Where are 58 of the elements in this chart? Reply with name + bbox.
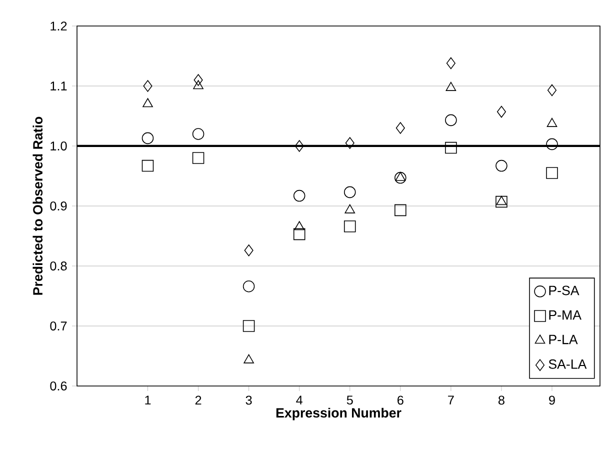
x-tick-label: 6 <box>398 396 404 405</box>
y-tick-label: 1.1 <box>50 82 67 90</box>
point <box>345 137 354 149</box>
y-axis-title: Predicted to Observed Ratio <box>32 116 43 295</box>
legend-label: P-MA <box>549 310 582 320</box>
point <box>496 196 508 208</box>
point <box>244 354 254 364</box>
y-tick-label: 1.0 <box>50 142 67 150</box>
y-tick-label: 0.6 <box>50 382 67 390</box>
point <box>344 186 356 198</box>
point <box>445 114 457 126</box>
x-tick-label: 4 <box>296 396 302 404</box>
point <box>344 220 356 232</box>
x-tick-label: 2 <box>195 396 202 405</box>
point <box>293 228 306 240</box>
point <box>396 122 405 134</box>
point <box>394 172 406 184</box>
legend-label: SA-LA <box>548 359 587 369</box>
point <box>142 98 153 108</box>
y-tick-label: 0.8 <box>50 262 67 270</box>
x-tick-label: 8 <box>498 396 504 405</box>
point <box>193 80 204 90</box>
point <box>294 140 304 152</box>
legend-label: P-SA <box>549 286 580 296</box>
y-tick-label: 1.2 <box>50 22 67 30</box>
x-tick-label: 7 <box>448 396 454 404</box>
point <box>244 244 254 256</box>
point <box>242 320 255 332</box>
x-axis-title: Expression Number <box>276 408 402 420</box>
y-tick-label: 0.9 <box>50 202 67 210</box>
point <box>143 80 152 92</box>
x-tick-label: 1 <box>145 396 151 404</box>
point <box>294 221 304 230</box>
point <box>496 160 508 172</box>
point <box>142 160 154 172</box>
y-tick-label: 0.7 <box>50 322 67 330</box>
point <box>496 106 506 118</box>
point <box>496 196 507 205</box>
point <box>395 172 406 181</box>
point <box>142 132 154 144</box>
point <box>546 118 558 127</box>
point <box>546 167 558 179</box>
point <box>192 152 204 164</box>
point <box>293 190 306 202</box>
point <box>192 128 204 140</box>
point <box>194 74 203 86</box>
legend-label: P-LA <box>549 334 578 344</box>
x-tick-label: 3 <box>246 396 252 405</box>
point <box>446 57 456 70</box>
point <box>394 204 406 216</box>
point <box>546 138 558 150</box>
point <box>446 82 456 91</box>
point <box>547 84 557 96</box>
point <box>242 280 255 292</box>
x-tick-label: 9 <box>549 396 555 405</box>
point <box>344 204 356 214</box>
point <box>445 142 457 154</box>
x-tick-label: 5 <box>346 396 353 405</box>
